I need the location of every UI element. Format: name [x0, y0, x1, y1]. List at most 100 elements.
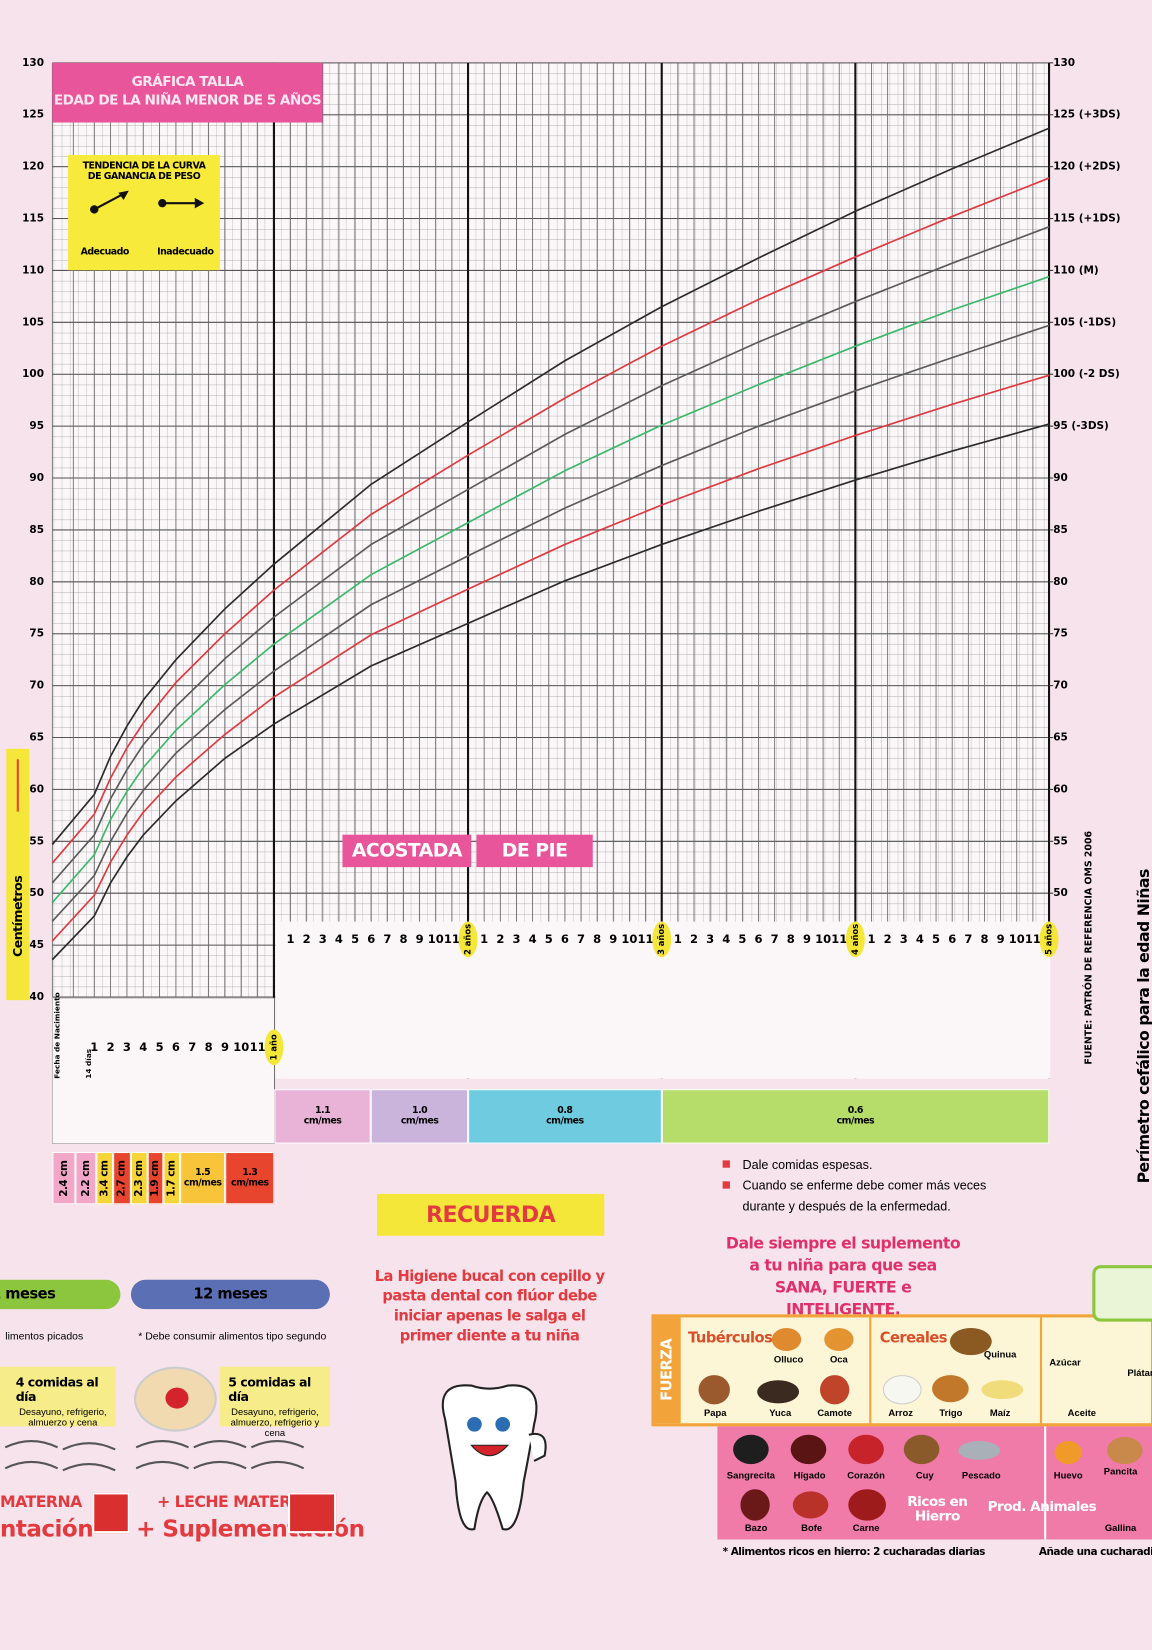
food-item: Hígado: [793, 1470, 826, 1481]
velocity-value: 1.7 cm: [166, 1160, 178, 1197]
velocity-cell: 1.1 cm/mes: [273, 1089, 372, 1144]
velocity-value: 2.3 cm: [133, 1160, 146, 1197]
y-tick-label: 90: [29, 472, 44, 484]
x-tick-label: Fecha de Nacimiento: [53, 992, 62, 1078]
food-item: Maíz: [989, 1407, 1011, 1419]
year-badge: [845, 921, 865, 958]
food-item: Quinua: [983, 1348, 1017, 1360]
y-tick-label: 120: [22, 161, 44, 173]
food-box: FUERZA Tubérculos Olluco Oca Papa Yuca C…: [651, 1314, 1152, 1427]
x-tick-label: 7: [577, 932, 585, 946]
food-item: Papa: [704, 1407, 727, 1419]
x-tick-label: 3: [706, 932, 714, 946]
velocity-value: 3.4 cm: [98, 1160, 111, 1197]
spoons: [4, 1439, 305, 1472]
x-tick-label: 11: [1025, 932, 1041, 946]
x-tick-label: 3: [512, 932, 520, 946]
grid: [51, 62, 1051, 1144]
y2-tick-label: 95 (-3DS): [1053, 420, 1109, 432]
velocity-cell: 2.7 cm: [113, 1151, 131, 1205]
velocity-value: 2.2 cm: [80, 1160, 92, 1197]
year-badge: [1039, 921, 1059, 958]
velocity-cell: 3.4 cm: [96, 1151, 114, 1205]
x-tick-label: 8: [205, 1040, 213, 1054]
food-item: Corazón: [847, 1470, 885, 1481]
x-tick-label: 3: [123, 1040, 131, 1054]
meals: 4 comidas al día: [15, 1375, 99, 1405]
velocity-cell: 2.4 cm: [52, 1151, 76, 1205]
x-tick-label: 1: [287, 932, 295, 946]
year-badge: [652, 921, 672, 958]
y2-tick-label: 120 (+2DS): [1053, 161, 1120, 173]
y-tick-label: 100: [22, 368, 44, 380]
tip-text: Dale comidas espesas.: [742, 1157, 873, 1172]
feeding-note: limentos picados: [5, 1331, 84, 1343]
year-badge: [264, 1029, 284, 1066]
footnote: Añade una cucharadit: [1038, 1546, 1152, 1559]
series-line: [51, 226, 1050, 884]
y2-tick-label: 100 (-2 DS): [1053, 368, 1120, 380]
velocity-cell: 2.2 cm: [75, 1151, 97, 1205]
velocity-cell: 0.8 cm/mes: [468, 1089, 662, 1144]
x-tick-label: 8: [980, 932, 988, 946]
food-item: Bofe: [801, 1522, 823, 1534]
x-tick-label: 5: [932, 932, 940, 946]
x-tick-label: 10: [1009, 932, 1025, 946]
food-item: Bazo: [744, 1522, 768, 1534]
chart-subtitle: EDAD DE LA NIÑA MENOR DE 5 AÑOS: [53, 93, 322, 109]
velocity-value: 2.7 cm: [116, 1160, 128, 1197]
velocity-value: 1.1: [315, 1105, 331, 1117]
y-tick-label: 60: [29, 783, 44, 795]
x-tick-label: 2 años: [463, 924, 473, 955]
velocity-unit: cm/mes: [303, 1116, 342, 1127]
series-line: [51, 423, 1050, 961]
iron-box: Sangrecita Hígado Corazón Cuy Pescado Ba…: [717, 1426, 1152, 1540]
meals-detail: Desayuno, refrigerio, almuerzo, refriger…: [230, 1406, 320, 1438]
x-tick-label: 9: [803, 932, 811, 946]
velocity-unit: cm/mes: [546, 1116, 584, 1127]
x-tick-label: 10: [233, 1040, 249, 1054]
meals-box: 5 comidas al día Desayuno, refrigerio, a…: [219, 1366, 330, 1438]
x-tick-label: 4: [335, 932, 343, 946]
y-tick-label: 45: [29, 939, 44, 951]
y-tick-label: 50: [29, 887, 44, 899]
velocity-unit: cm/mes: [400, 1116, 439, 1127]
year-badge: [458, 921, 478, 958]
food-item: Trigo: [939, 1407, 963, 1419]
x-tick-label: 6: [367, 932, 375, 946]
x-tick-label: 1 año: [268, 1034, 278, 1060]
x-tick-label: 1: [90, 1040, 98, 1054]
x-tick-label: 3: [900, 932, 908, 946]
footnote: * Alimentos ricos en hierro: 2 cucharada…: [722, 1546, 986, 1559]
y-label-bar: Centímetros: [6, 748, 30, 1001]
food-band: FUERZA: [654, 1317, 681, 1424]
food-item: Arroz: [888, 1407, 913, 1419]
supplement-note: Dale siempre el suplemento a tu niña par…: [725, 1233, 961, 1319]
y2-tick-label: 80: [1053, 576, 1068, 588]
x-tick-label: 11: [638, 932, 654, 946]
food-item: Camote: [817, 1407, 852, 1419]
food-group: Tubérculos: [688, 1330, 773, 1347]
y2-tick-label: 50: [1053, 887, 1068, 899]
y-tick-label: 130: [22, 57, 44, 69]
x-tick-label: 5 años: [1044, 924, 1054, 955]
tips: Dale comidas espesas. Cuando se enferme …: [722, 1154, 1006, 1217]
x-tick-label: 7: [383, 932, 391, 946]
y2-tick-label: 55: [1053, 835, 1068, 847]
food-item: Pescado: [961, 1470, 1001, 1481]
x-tick-label: 11: [250, 1040, 266, 1054]
iron-label: Ricos en Hierro: [907, 1494, 968, 1525]
x-tick-label: 9: [221, 1040, 229, 1054]
velocity-cell: 1.0 cm/mes: [371, 1089, 469, 1144]
x-tick-label: 4: [916, 932, 924, 946]
plus-milk: MATERNA: [0, 1492, 82, 1512]
y-tick-label: 105: [22, 316, 44, 328]
x-tick-label: 11: [831, 932, 847, 946]
source-note: FUENTE: PATRÓN DE REFERENCIA OMS 2006: [1083, 830, 1095, 1064]
food-item: Aceite: [1067, 1407, 1096, 1419]
x-tick-label: 5: [351, 932, 359, 946]
tip-text: Cuando se enferme debe comer más veces d…: [742, 1178, 987, 1214]
x-tick-label: 6: [172, 1040, 180, 1054]
